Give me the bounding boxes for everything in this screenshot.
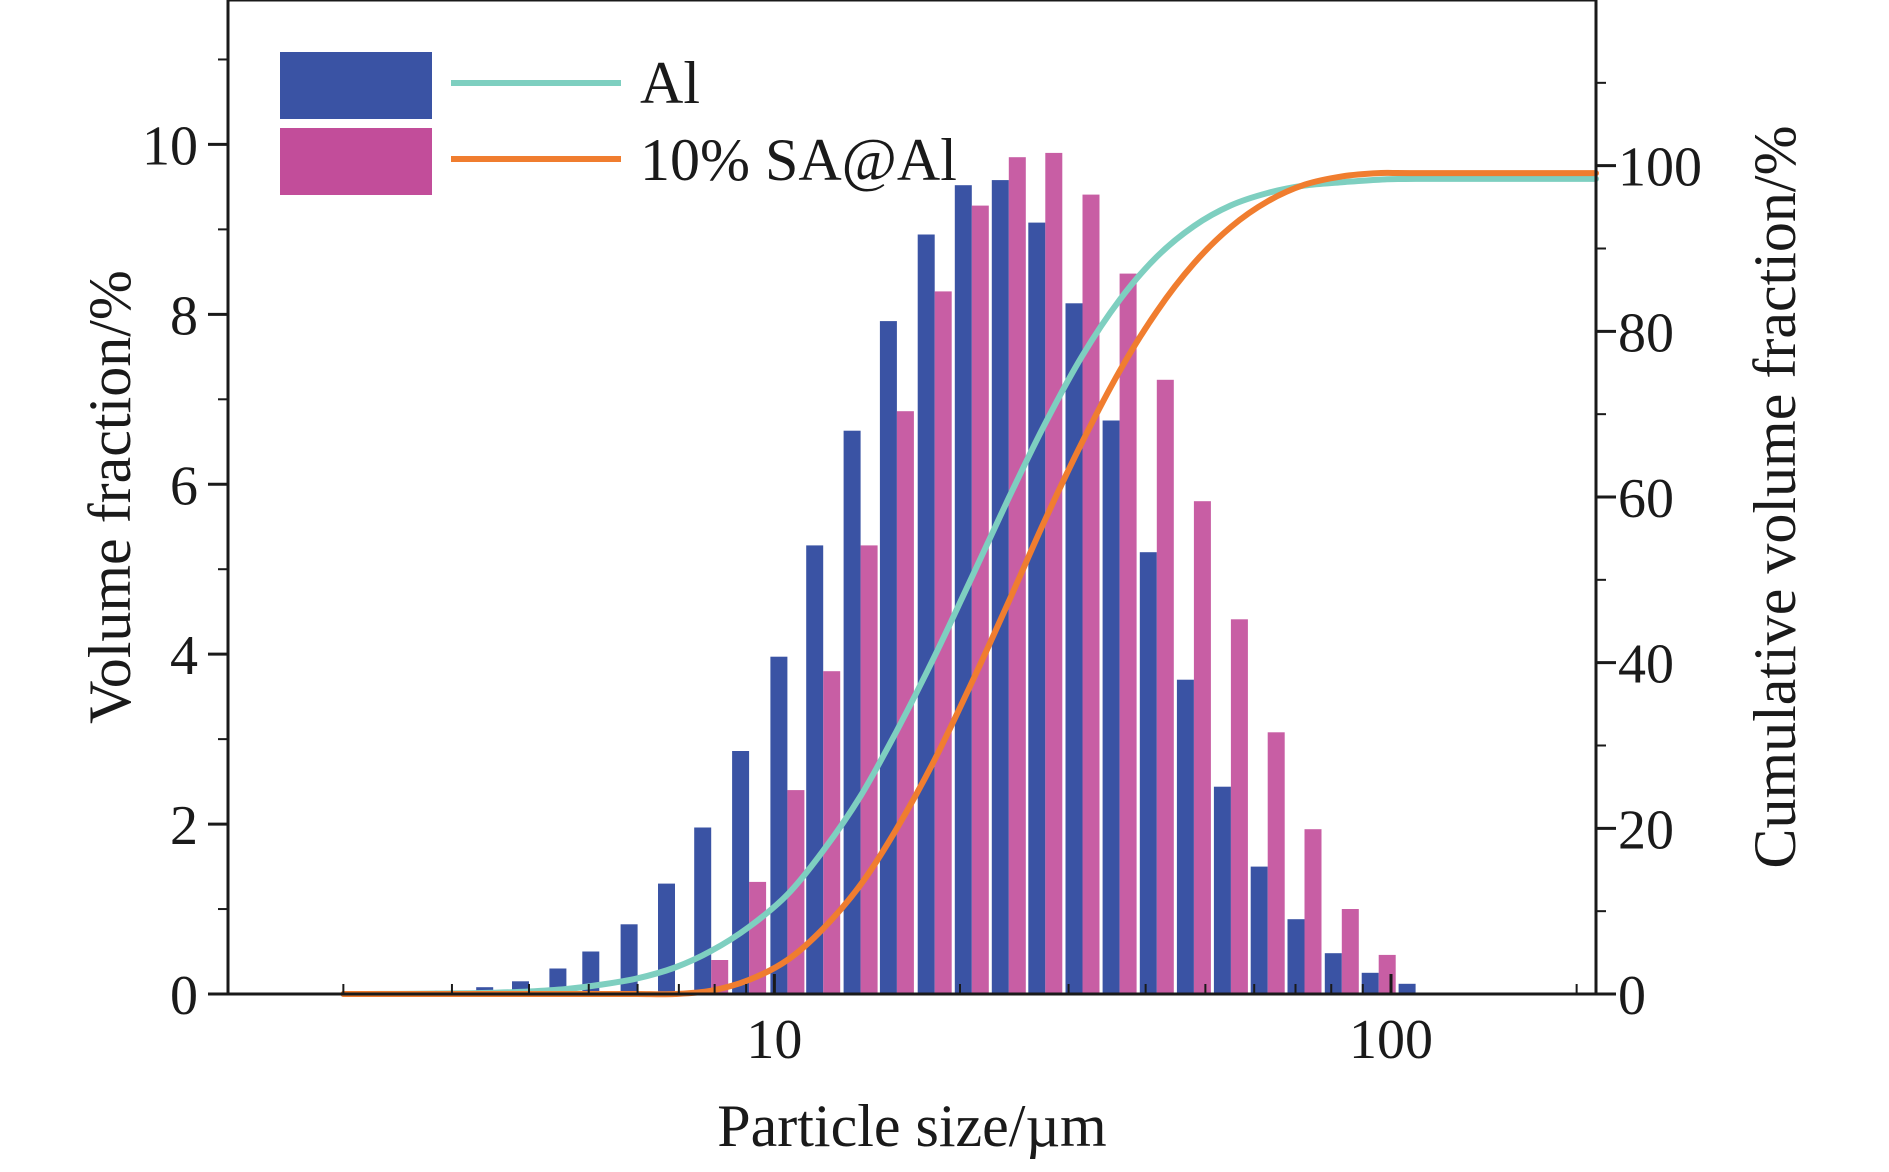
bar-al — [1102, 420, 1120, 994]
bar-sa-al — [971, 205, 989, 995]
bar-sa-al — [787, 790, 805, 994]
bar-sa-al — [1082, 194, 1100, 995]
bar-sa-al — [1378, 954, 1396, 994]
y-tick-label: 0 — [170, 965, 198, 1027]
bar-al — [1250, 866, 1268, 994]
bar-al — [1324, 953, 1342, 994]
bar-sa-al — [1304, 829, 1322, 994]
y2-tick-label: 60 — [1618, 468, 1674, 530]
bar-sa-al — [896, 411, 914, 994]
y2-axis-title: Cumulative volume fraction/% — [1742, 125, 1808, 868]
y-axis-title: Volume fraction/% — [77, 270, 143, 724]
bar-al — [770, 656, 788, 994]
y-tick-label: 2 — [170, 795, 198, 857]
bar-al — [694, 827, 712, 994]
bar-al — [1213, 786, 1231, 994]
legend-label-al: Al — [640, 50, 700, 116]
bar-al — [843, 430, 861, 994]
bar-sa-al — [749, 881, 767, 994]
legend: Al 10% SA@Al — [280, 50, 957, 195]
bar-al — [879, 321, 897, 995]
bar-al — [1398, 983, 1416, 994]
y-tick-label: 4 — [170, 625, 198, 687]
bar-sa-al — [1267, 732, 1285, 994]
y-tick-label: 6 — [170, 455, 198, 517]
legend-swatch-al-bar — [280, 52, 432, 119]
bar-al — [732, 751, 750, 994]
bar-al — [917, 234, 935, 994]
bar-al — [1176, 679, 1194, 994]
y2-tick-label: 20 — [1618, 799, 1674, 861]
bar-sa-al — [1193, 501, 1211, 994]
y-tick-label: 8 — [170, 285, 198, 347]
bar-sa-al — [1045, 152, 1063, 994]
y2-tick-label: 40 — [1618, 634, 1674, 696]
legend-swatch-sa-al-bar — [280, 128, 432, 195]
bar-al — [1287, 919, 1305, 994]
bar-al — [658, 883, 675, 994]
bars-layer — [363, 152, 1416, 995]
y2-tick-label: 100 — [1618, 137, 1702, 199]
y2-tick-label: 80 — [1618, 302, 1674, 364]
x-tick-label: 100 — [1349, 1009, 1433, 1071]
x-axis-title: Particle size/µm — [717, 1093, 1106, 1159]
bar-sa-al — [1230, 619, 1248, 994]
y2-tick-label: 0 — [1618, 965, 1646, 1027]
bar-sa-al — [1341, 909, 1359, 994]
bar-sa-al — [1156, 379, 1174, 994]
bar-al — [991, 180, 1009, 995]
x-tick-label: 10 — [746, 1009, 802, 1071]
y-tick-label: 10 — [142, 115, 198, 177]
bar-al — [1028, 222, 1046, 995]
bar-al — [1139, 552, 1157, 994]
bar-al — [1065, 303, 1083, 994]
bar-al — [806, 545, 824, 994]
legend-label-sa-al: 10% SA@Al — [640, 127, 957, 193]
bar-sa-al — [1119, 273, 1137, 995]
bar-al — [1361, 972, 1379, 994]
